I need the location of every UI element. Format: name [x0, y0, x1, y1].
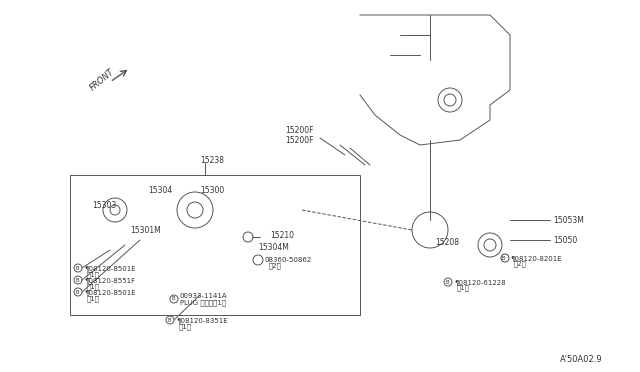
Text: 15304: 15304	[148, 186, 172, 195]
Text: B: B	[502, 256, 506, 260]
Text: （1）: （1）	[179, 324, 192, 330]
Text: 08360-50862: 08360-50862	[265, 257, 312, 263]
Bar	[70, 175, 360, 315]
Text: （2）: （2）	[514, 261, 527, 267]
Text: B: B	[171, 296, 175, 301]
Text: 15200F: 15200F	[285, 125, 314, 135]
Text: （1）: （1）	[87, 272, 100, 278]
Text: B: B	[75, 278, 79, 282]
Text: 15300: 15300	[200, 186, 224, 195]
Text: ¶08120-8351E: ¶08120-8351E	[176, 317, 228, 323]
Text: （1）: （1）	[457, 285, 470, 291]
Text: 15200F: 15200F	[285, 135, 314, 144]
Text: 15210: 15210	[270, 231, 294, 240]
Text: 00933-1141A: 00933-1141A	[180, 293, 228, 299]
Text: B: B	[445, 279, 449, 285]
Text: （1）: （1）	[87, 284, 100, 290]
Text: ¶08120-61228: ¶08120-61228	[454, 279, 506, 285]
Text: A'50A02.9: A'50A02.9	[560, 356, 603, 365]
Text: FRONT: FRONT	[88, 67, 116, 93]
Text: （1）: （1）	[87, 296, 100, 302]
Text: 15050: 15050	[553, 235, 577, 244]
Text: 15053M: 15053M	[553, 215, 584, 224]
Text: PLUG プラグ（1）: PLUG プラグ（1）	[180, 300, 226, 306]
Text: B: B	[75, 289, 79, 295]
Text: 15304M: 15304M	[258, 244, 289, 253]
Text: （2）: （2）	[269, 263, 282, 269]
Text: ¶08120-8501E: ¶08120-8501E	[84, 265, 136, 271]
Text: ¶08120-8201E: ¶08120-8201E	[510, 255, 562, 261]
Text: 15238: 15238	[200, 155, 224, 164]
Text: ¶08120-8501E: ¶08120-8501E	[84, 289, 136, 295]
Text: 15301M: 15301M	[130, 225, 161, 234]
Text: 15208: 15208	[435, 237, 459, 247]
Text: B: B	[167, 317, 171, 323]
Text: ¶08120-8551F: ¶08120-8551F	[84, 277, 135, 283]
Text: B: B	[75, 266, 79, 270]
Text: 15303: 15303	[92, 201, 116, 209]
